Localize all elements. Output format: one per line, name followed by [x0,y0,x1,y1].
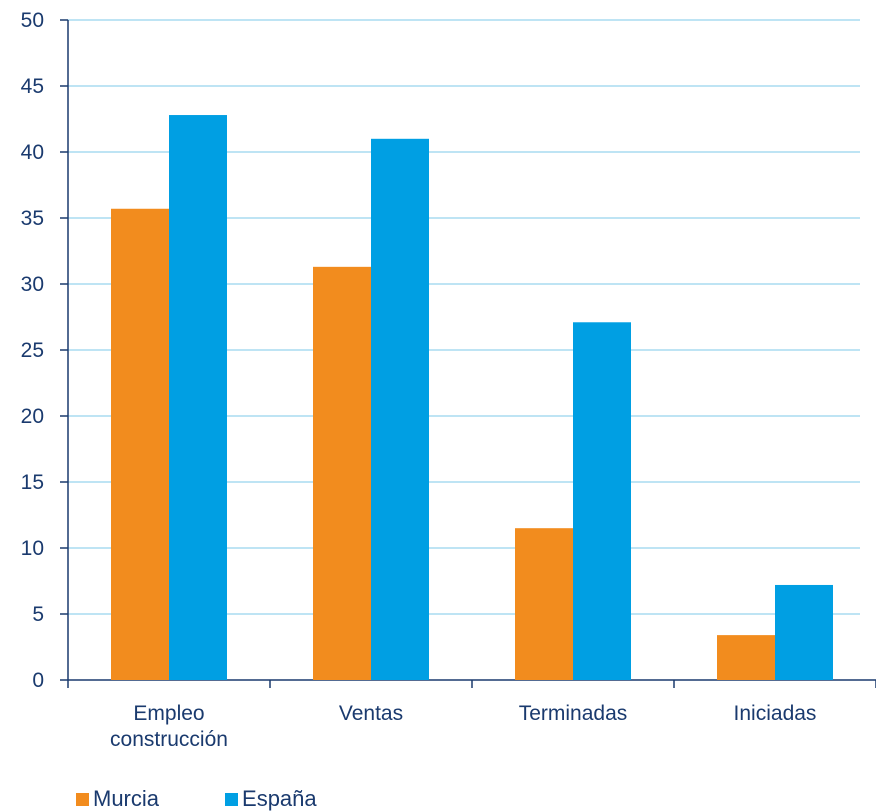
y-tick-label: 40 [21,141,44,164]
x-tick-label: Terminadas [519,702,628,725]
y-tick-label: 45 [21,75,44,98]
y-tick-label: 5 [32,603,44,626]
x-tick-label: Empleo [133,702,204,725]
bar-murcia-1 [313,266,371,680]
chart-legend: Murcia España [76,786,317,812]
y-tick-label: 15 [21,471,44,494]
bar-espana-0 [169,115,227,681]
y-tick-label: 10 [21,537,44,560]
y-tick-label: 30 [21,273,44,296]
bar-murcia-3 [717,635,775,680]
legend-swatch-murcia [76,792,89,806]
y-tick-label: 50 [21,9,44,32]
y-tick-label: 20 [21,405,44,428]
legend-swatch-espana [225,792,239,806]
bar-murcia-2 [515,528,573,680]
legend-label-murcia: Murcia [93,786,160,811]
bar-espana-1 [371,138,429,681]
bar-chart: 0 5 10 15 20 25 30 35 40 45 50 Empleo construcción Ve… [21,9,876,751]
bar-murcia-0 [111,208,169,680]
y-tick-label: 0 [32,669,44,692]
legend-item-espana: España [225,786,317,812]
bar-espana-3 [775,584,833,680]
legend-label-espana: España [242,786,317,811]
bar-espana-2 [573,322,631,680]
x-tick-label: Ventas [339,702,403,725]
y-tick-label: 25 [21,339,44,362]
x-tick-label: construcción [110,728,228,751]
y-tick-label: 35 [21,207,44,230]
legend-item-murcia: Murcia [76,786,159,812]
x-tick-label: Iniciadas [734,702,817,725]
